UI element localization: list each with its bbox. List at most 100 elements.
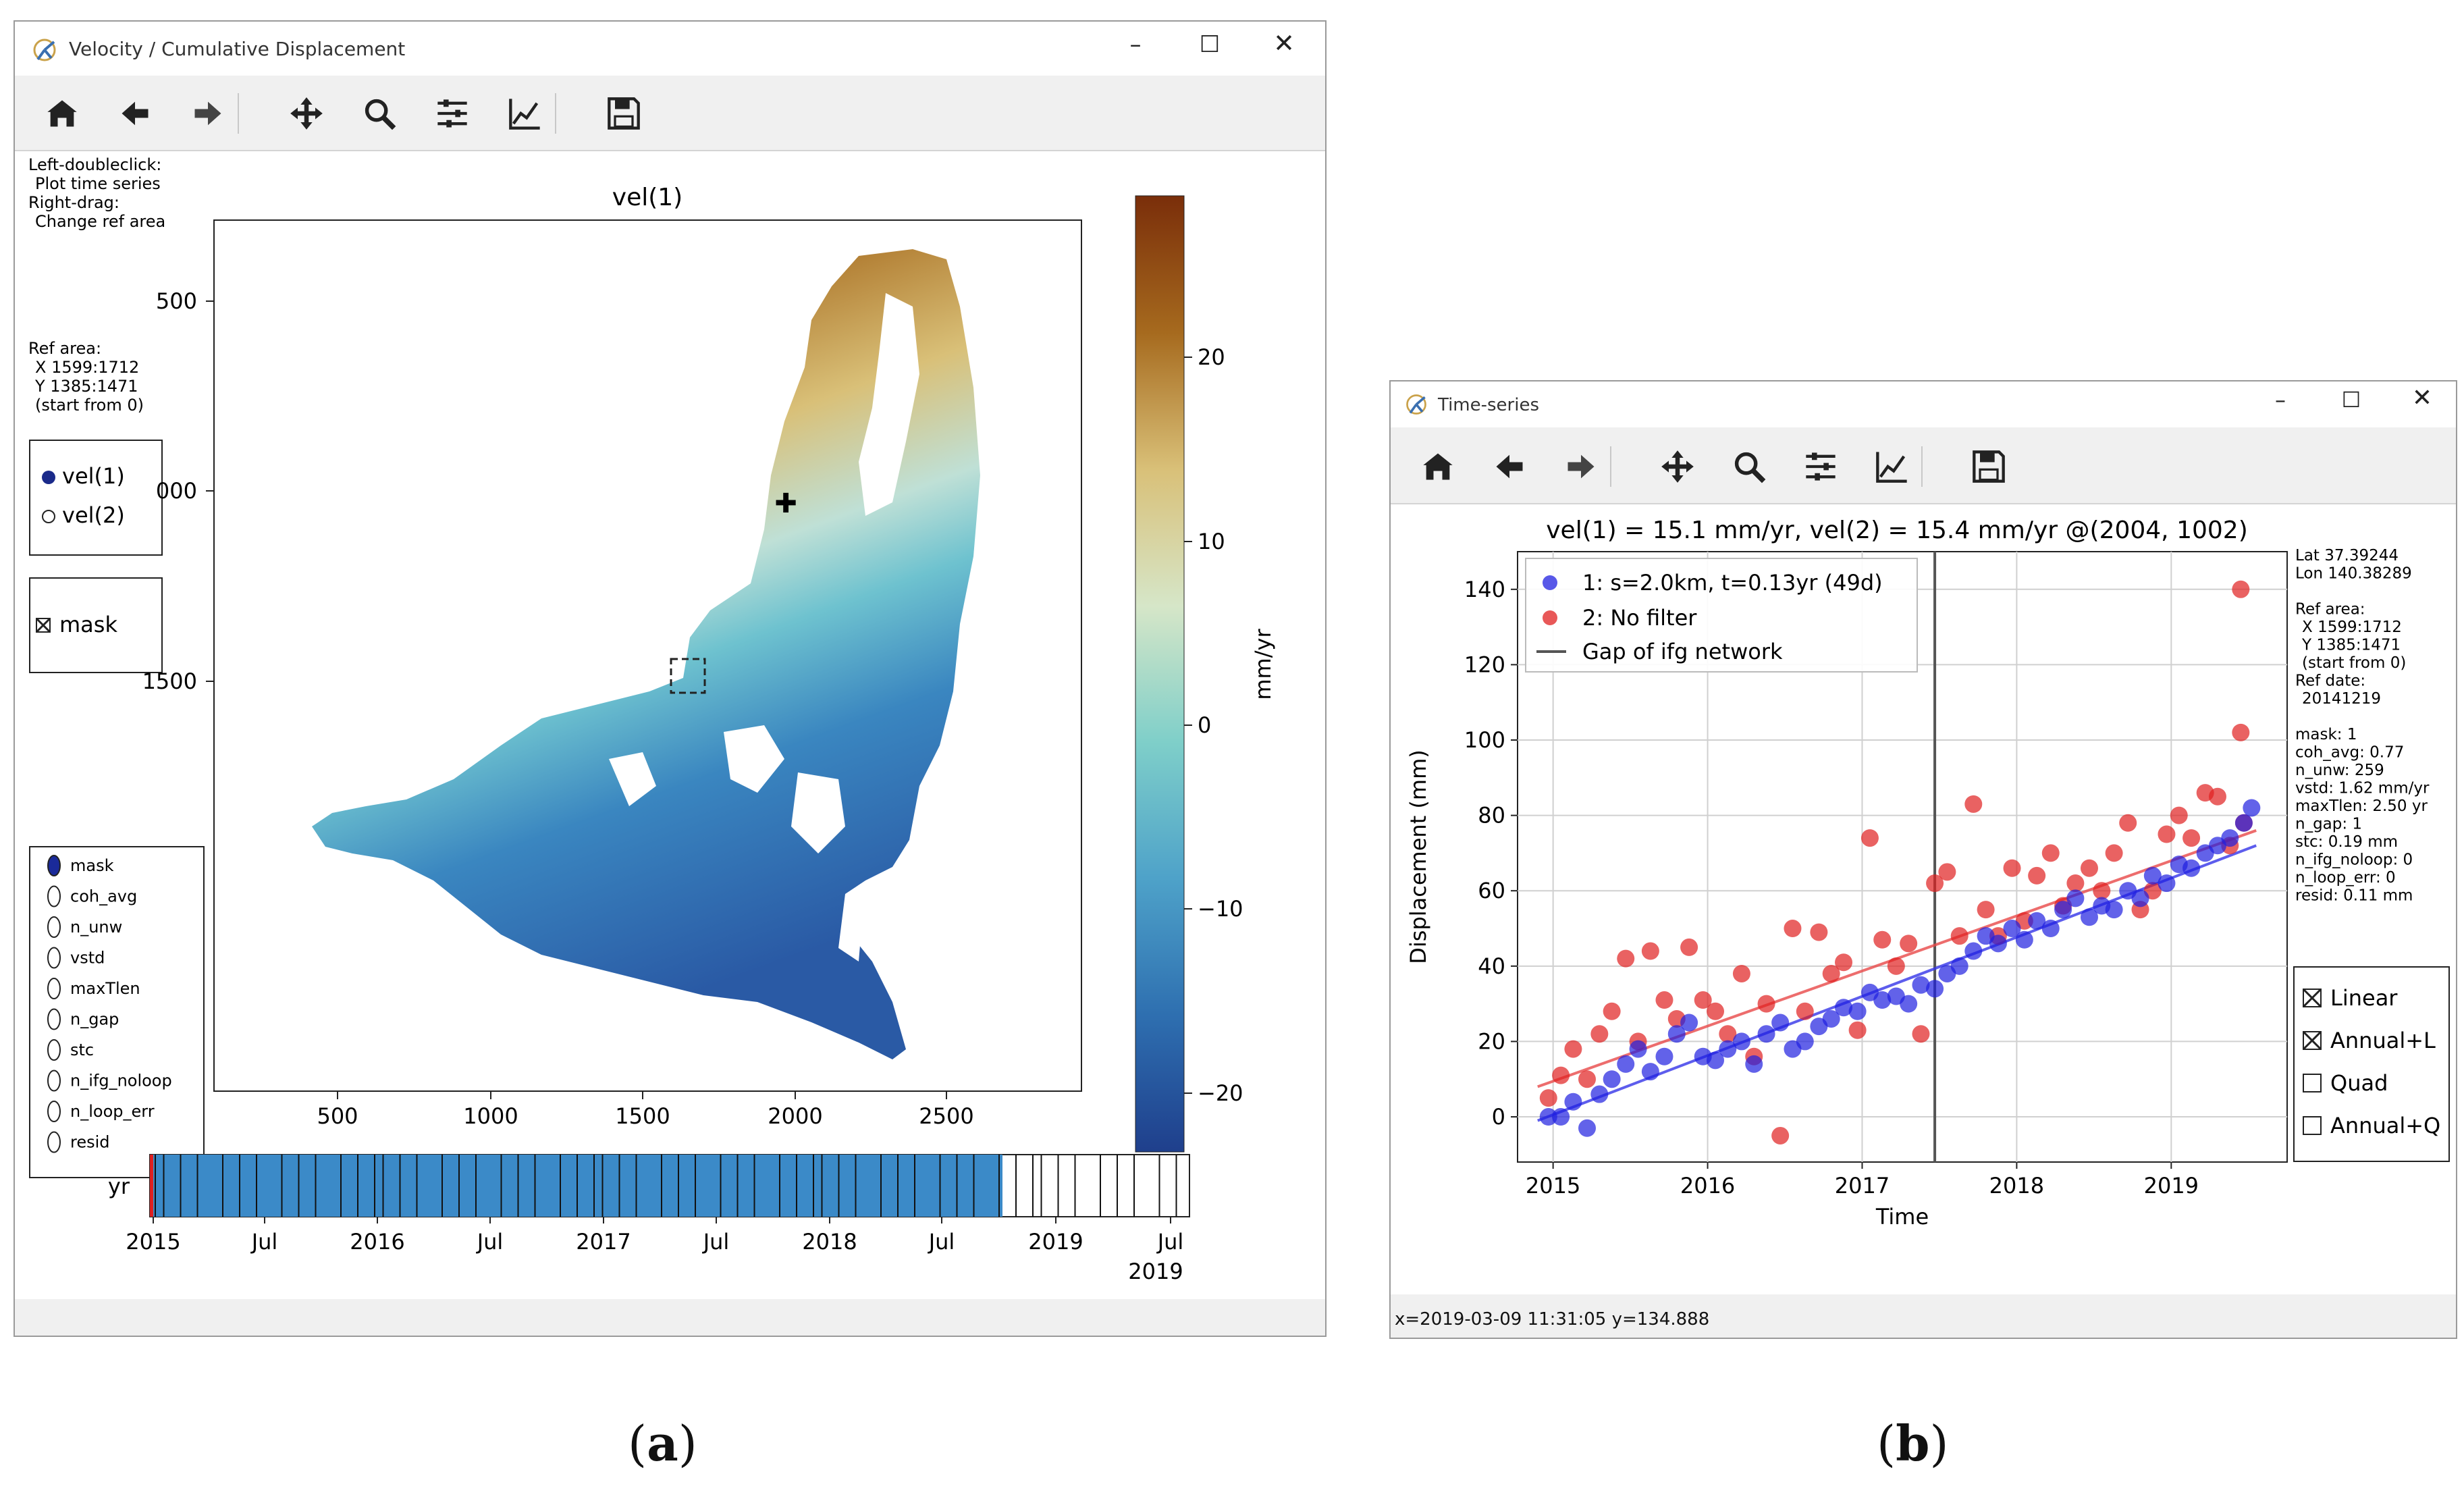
layer-radio-label[interactable]: resid bbox=[70, 1133, 110, 1152]
configure-subplots-icon bbox=[437, 99, 467, 128]
home-icon bbox=[47, 100, 77, 127]
layer-radio-n_loop_err[interactable]: n_loop_err bbox=[47, 1101, 155, 1122]
layer-radio-label[interactable]: maxTlen bbox=[70, 979, 140, 998]
home-button[interactable] bbox=[45, 96, 80, 131]
back-arrow-button[interactable] bbox=[1492, 449, 1527, 484]
checkbox-label[interactable]: Quad bbox=[2330, 1070, 2388, 1096]
checkbox-label[interactable]: Linear bbox=[2330, 985, 2398, 1011]
layer-radio-label[interactable]: n_ifg_noloop bbox=[70, 1072, 172, 1090]
radio-unselected-icon[interactable] bbox=[47, 885, 61, 907]
radio-unselected-icon[interactable] bbox=[47, 947, 61, 969]
edit-axis-button[interactable] bbox=[508, 96, 543, 131]
fit-checkbox-annual-q[interactable]: Annual+Q bbox=[2303, 1113, 2440, 1138]
timeline-bar[interactable]: yr 2015 Jul 2016 Jul 2017 Jul 2018 Jul 2019 Jul 201… bbox=[108, 1154, 1190, 1284]
mask-checkbox-group[interactable]: mask bbox=[29, 577, 163, 673]
minimize-button[interactable]: – bbox=[2275, 387, 2286, 413]
time-series-figure[interactable]: vel(1) = 15.1 mm/yr, vel(2) = 15.4 mm/yr… bbox=[1391, 504, 2456, 1294]
fit-checkbox-quad[interactable]: Quad bbox=[2303, 1070, 2388, 1096]
statusbar bbox=[15, 1299, 1325, 1336]
layer-radio-resid[interactable]: resid bbox=[47, 1131, 110, 1153]
toolbar-separator bbox=[1921, 446, 1923, 487]
layer-radio-label[interactable]: vstd bbox=[70, 949, 105, 968]
radio-selected-icon[interactable] bbox=[42, 471, 55, 484]
radio-unselected-icon[interactable] bbox=[47, 978, 61, 999]
checkbox-checked-icon[interactable] bbox=[2303, 1031, 2322, 1050]
radio-vel1-label[interactable]: vel(1) bbox=[62, 463, 125, 489]
map-ytick-label: 000 bbox=[156, 478, 197, 504]
layer-radio-label[interactable]: n_gap bbox=[70, 1010, 119, 1029]
layer-radio-mask[interactable]: mask bbox=[47, 855, 114, 876]
pan-button[interactable] bbox=[289, 96, 324, 131]
maximize-button[interactable]: ☐ bbox=[1199, 31, 1221, 58]
radio-unselected-icon[interactable] bbox=[47, 916, 61, 938]
back-arrow-button[interactable] bbox=[117, 96, 153, 131]
save-button[interactable] bbox=[606, 96, 641, 131]
radio-vel2-label[interactable]: vel(2) bbox=[62, 502, 125, 528]
velocity-map[interactable] bbox=[312, 249, 980, 1059]
layer-radio-n_unw[interactable]: n_unw bbox=[47, 916, 122, 938]
radio-unselected-icon[interactable] bbox=[47, 1070, 61, 1092]
figure-canvas[interactable]: Left-doubleclick: Plot time series Right… bbox=[15, 151, 1325, 1299]
radio-unselected-icon[interactable] bbox=[47, 1039, 61, 1061]
layer-radio-coh_avg[interactable]: coh_avg bbox=[47, 885, 137, 907]
home-button[interactable] bbox=[1420, 449, 1455, 484]
layer-radio-label[interactable]: n_unw bbox=[70, 918, 122, 937]
fit-checkbox-linear[interactable]: Linear bbox=[2302, 985, 2398, 1011]
checkbox-label[interactable]: Annual+Q bbox=[2330, 1113, 2440, 1138]
map-xtick-label: 500 bbox=[317, 1103, 358, 1129]
data-point-nofilter bbox=[1822, 964, 1840, 982]
radio-unselected-icon[interactable] bbox=[47, 1131, 61, 1153]
layer-radio-stc[interactable]: stc bbox=[47, 1039, 94, 1061]
toolbar-separator bbox=[238, 93, 240, 134]
configure-subplots-button[interactable] bbox=[435, 96, 470, 131]
checkbox-checked-icon[interactable] bbox=[36, 618, 51, 633]
zoom-button[interactable] bbox=[1732, 449, 1767, 484]
layer-radio-n_ifg_noloop[interactable]: n_ifg_noloop bbox=[47, 1070, 172, 1092]
edit-axis-button[interactable] bbox=[1875, 449, 1910, 484]
ref-area-box[interactable] bbox=[670, 658, 706, 694]
checkbox-unchecked-icon[interactable] bbox=[2303, 1116, 2322, 1135]
timeline-cursor[interactable] bbox=[150, 1155, 153, 1217]
layer-radio-vstd[interactable]: vstd bbox=[47, 947, 105, 969]
checkbox-unchecked-icon[interactable] bbox=[2303, 1074, 2322, 1092]
minimize-button[interactable]: – bbox=[1129, 31, 1142, 58]
layer-radio-label[interactable]: stc bbox=[70, 1041, 94, 1059]
layer-radio-label[interactable]: mask bbox=[70, 856, 114, 875]
radio-unselected-icon[interactable] bbox=[47, 1008, 61, 1030]
checkbox-label[interactable]: Annual+L bbox=[2330, 1028, 2436, 1053]
timeline-tick-label: Jul bbox=[1156, 1229, 1184, 1255]
x-axis-label: Time bbox=[1875, 1204, 1929, 1230]
velocity-figure[interactable]: Left-doubleclick: Plot time series Right… bbox=[15, 151, 1325, 1299]
layer-radio-maxTlen[interactable]: maxTlen bbox=[47, 978, 140, 999]
info-line: n_gap: 1 bbox=[2295, 816, 2362, 833]
vel-radio-group[interactable]: vel(1) vel(2) bbox=[29, 440, 163, 556]
save-icon bbox=[607, 97, 640, 130]
figure-canvas[interactable]: vel(1) = 15.1 mm/yr, vel(2) = 15.4 mm/yr… bbox=[1391, 504, 2456, 1294]
checkbox-checked-icon[interactable] bbox=[2303, 989, 2322, 1007]
maximize-button[interactable]: ☐ bbox=[2341, 387, 2361, 413]
radio-selected-icon[interactable] bbox=[47, 855, 61, 876]
data-point-nofilter bbox=[1950, 927, 1968, 945]
zoom-button[interactable] bbox=[362, 96, 397, 131]
mask-checkbox-label[interactable]: mask bbox=[59, 612, 117, 637]
layer-radio-label[interactable]: n_loop_err bbox=[70, 1102, 155, 1121]
map-title: vel(1) bbox=[612, 184, 682, 211]
forward-arrow-button[interactable] bbox=[1563, 449, 1599, 484]
x-tick-label: 2019 bbox=[2144, 1173, 2199, 1199]
save-button[interactable] bbox=[1971, 449, 2006, 484]
radio-unselected-icon[interactable] bbox=[42, 510, 55, 523]
data-point-nofilter bbox=[1912, 1025, 1930, 1043]
configure-subplots-button[interactable] bbox=[1803, 449, 1838, 484]
layer-radio-n_gap[interactable]: n_gap bbox=[47, 1008, 119, 1030]
layer-radio-label[interactable]: coh_avg bbox=[70, 887, 137, 906]
close-button[interactable]: ✕ bbox=[2411, 384, 2433, 412]
time-series-axes[interactable]: 2015 2016 2017 2018 2019 0 20 40 60 80 100 120 140 Ti… bbox=[1405, 551, 2288, 1230]
radio-unselected-icon[interactable] bbox=[47, 1101, 61, 1122]
fit-checkbox-annual-l[interactable]: Annual+L bbox=[2302, 1028, 2436, 1053]
close-button[interactable]: ✕ bbox=[1273, 28, 1295, 58]
forward-arrow-button[interactable] bbox=[190, 96, 225, 131]
pan-button[interactable] bbox=[1660, 449, 1695, 484]
fit-checkbox-group[interactable]: Linear Annual+L Quad Annual+Q bbox=[2293, 966, 2450, 1162]
